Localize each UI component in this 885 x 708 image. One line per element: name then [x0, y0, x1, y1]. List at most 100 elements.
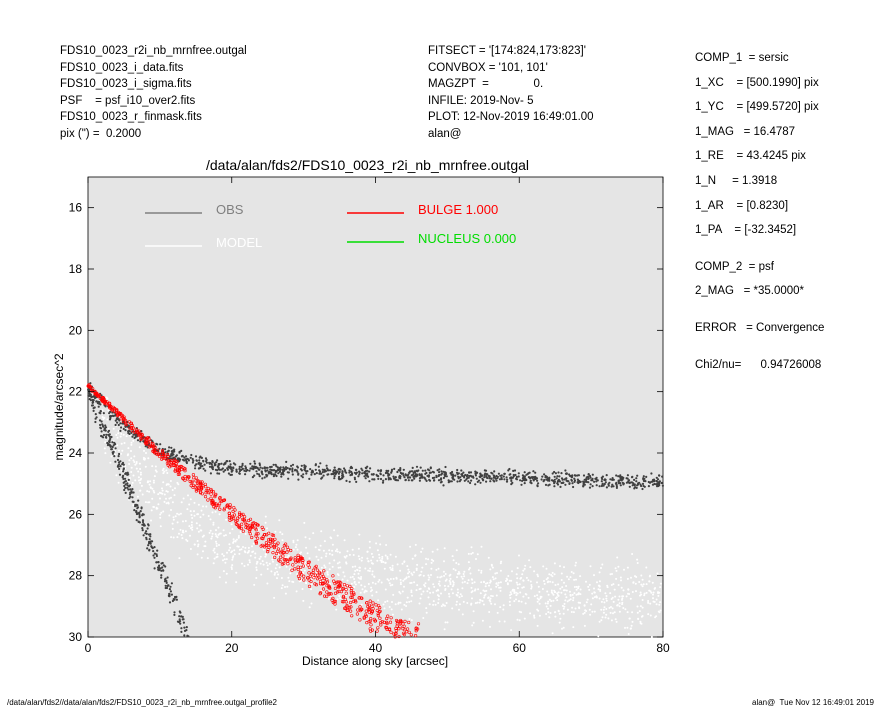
obs-point [379, 469, 383, 472]
obs-point [194, 455, 198, 458]
model-point [520, 611, 523, 614]
model-point [218, 576, 221, 579]
model-point [367, 583, 370, 585]
bulge-point [183, 467, 187, 471]
bulge-point [213, 506, 217, 510]
model-point [640, 574, 643, 577]
model-point [480, 545, 483, 548]
model-point [358, 569, 361, 572]
model-point [232, 555, 235, 558]
bulge-point [172, 461, 176, 465]
bulge-point [117, 412, 121, 416]
obs-point [532, 478, 535, 481]
bulge-point [327, 584, 331, 588]
model-point [463, 575, 466, 578]
model-point [104, 441, 107, 444]
bulge-point [387, 627, 392, 632]
model-point [497, 584, 499, 587]
obs-point [619, 477, 622, 480]
bulge-point [338, 580, 342, 584]
model-point [242, 546, 244, 548]
obs-point [477, 479, 481, 482]
model-point [588, 583, 591, 586]
obs-point [272, 463, 275, 466]
model-point [460, 595, 463, 598]
model-point [152, 481, 155, 484]
obs-point [149, 533, 152, 536]
model-point [211, 535, 214, 538]
model-point [588, 588, 591, 591]
model-point [468, 568, 470, 571]
obs-point [266, 466, 269, 469]
bulge-point [378, 609, 382, 613]
model-point [222, 554, 225, 557]
bulge-point [380, 619, 384, 624]
obs-point [474, 470, 477, 473]
model-point [237, 536, 240, 539]
model-point [193, 543, 196, 546]
model-point [171, 527, 174, 530]
bulge-point [143, 441, 147, 445]
bulge-point [358, 618, 362, 622]
model-point [455, 549, 458, 552]
model-point [427, 558, 430, 561]
obs-point [337, 472, 340, 475]
model-point [346, 550, 349, 553]
bulge-point [101, 397, 105, 401]
model-point [615, 620, 618, 623]
obs-point [172, 453, 175, 456]
obs-point [313, 473, 316, 476]
model-point [444, 604, 446, 607]
model-point [391, 569, 394, 572]
bulge-point [239, 526, 243, 531]
model-point [558, 612, 561, 615]
obs-point [428, 479, 432, 482]
bulge-point [393, 635, 397, 639]
bulge-point [124, 419, 128, 423]
bulge-point [370, 609, 375, 613]
obs-point [381, 481, 385, 484]
model-point [448, 592, 450, 595]
x-tick-label: 0 [85, 641, 92, 655]
obs-point [308, 477, 311, 480]
model-point [604, 616, 607, 619]
model-point [477, 588, 480, 591]
model-point [596, 581, 598, 584]
model-point [624, 626, 626, 629]
model-point [270, 570, 273, 573]
bulge-point [113, 406, 117, 411]
model-point [498, 620, 501, 623]
model-point [128, 459, 131, 462]
model-point [357, 555, 360, 558]
bulge-point [238, 512, 242, 516]
obs-point [305, 472, 308, 475]
model-point [248, 561, 251, 564]
bulge-point [353, 598, 357, 603]
model-point [444, 573, 447, 575]
model-point [622, 607, 625, 609]
model-point [575, 578, 577, 581]
obs-point [553, 482, 556, 485]
model-point [325, 555, 327, 558]
bulge-point [392, 632, 396, 636]
model-point [374, 582, 377, 585]
model-point [489, 581, 491, 584]
obs-point [238, 467, 241, 471]
model-point [210, 537, 213, 540]
bulge-point [352, 591, 356, 595]
bulge-point [360, 607, 364, 612]
obs-point [127, 431, 130, 435]
obs-point [157, 567, 160, 570]
model-point [490, 588, 492, 591]
obs-point [411, 466, 414, 469]
model-point [379, 559, 382, 562]
bulge-point [394, 626, 398, 631]
model-point [134, 463, 137, 466]
model-point [593, 587, 595, 590]
obs-point [176, 458, 179, 461]
obs-point [141, 529, 144, 532]
obs-point [610, 485, 613, 488]
model-point [148, 483, 151, 486]
model-point [635, 590, 637, 593]
bulge-point [401, 622, 405, 626]
